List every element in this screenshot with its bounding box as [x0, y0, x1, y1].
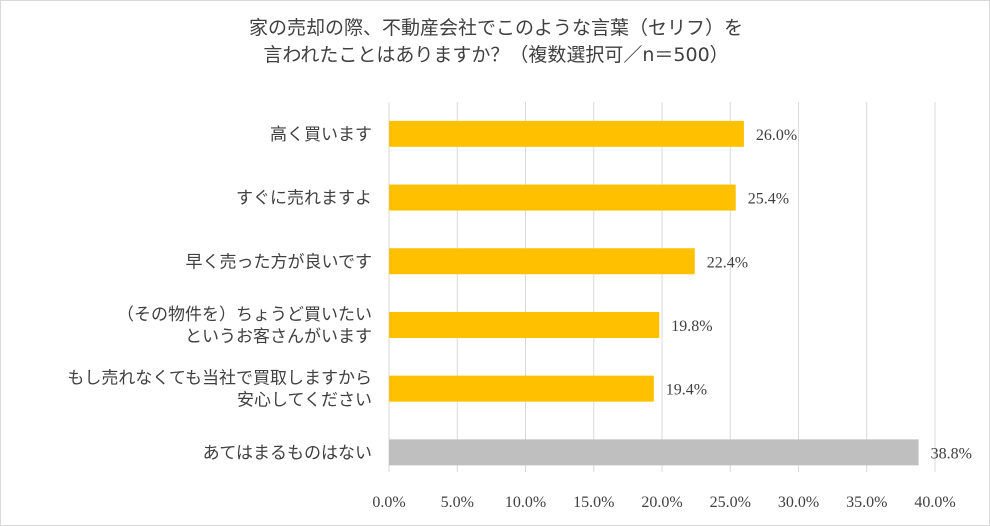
category-label-2: 早く売った方が良いです — [186, 252, 373, 271]
bar-2 — [389, 248, 695, 275]
category-label-1: すぐに売れますよ — [236, 189, 372, 208]
x-tick-label-7: 35.0% — [846, 494, 887, 511]
bar-3 — [389, 311, 660, 338]
category-label-5: あてはまるものはない — [203, 443, 372, 462]
category-label-4-1: 安心してください — [237, 391, 372, 410]
category-label-3-0: （その物件を）ちょうど買いたい — [117, 305, 372, 324]
category-label-3-1: というお客さんがいます — [185, 327, 372, 346]
value-label-2: 22.4% — [707, 254, 748, 271]
x-tick-label-6: 30.0% — [778, 494, 819, 511]
x-tick-label-5: 25.0% — [710, 494, 751, 511]
chart-title: 家の売却の際、不動産会社でこのような言葉（セリフ）を 言われたことはありますか？… — [1, 15, 990, 69]
x-tick-label-0: 0.0% — [372, 494, 405, 511]
chart-title-line-2: 言われたことはありますか？（複数選択可／n＝500） — [263, 44, 729, 66]
value-label-0: 26.0% — [756, 127, 797, 144]
x-tick-label-2: 10.0% — [505, 494, 546, 511]
bar-5 — [389, 439, 919, 466]
x-tick-label-3: 15.0% — [573, 494, 614, 511]
value-label-1: 25.4% — [748, 191, 789, 208]
x-tick-label-8: 40.0% — [914, 494, 955, 511]
category-label-4-0: もし売れなくても当社で買取しますから — [67, 369, 372, 388]
chart-title-line-1: 家の売却の際、不動産会社でこのような言葉（セリフ）を — [248, 17, 743, 39]
bar-1 — [389, 184, 736, 211]
value-label-5: 38.8% — [931, 445, 972, 462]
bar-0 — [389, 120, 744, 147]
category-label-0: 高く買います — [270, 125, 372, 144]
x-tick-label-1: 5.0% — [441, 494, 474, 511]
bar-4 — [389, 375, 654, 402]
value-label-3: 19.8% — [671, 318, 712, 335]
value-label-4: 19.4% — [666, 382, 707, 399]
x-tick-label-4: 20.0% — [641, 494, 682, 511]
